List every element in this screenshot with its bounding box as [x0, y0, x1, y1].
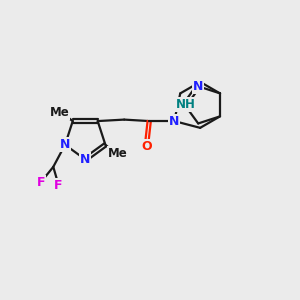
Text: F: F [54, 178, 63, 192]
Text: Me: Me [108, 147, 128, 160]
Text: N: N [80, 153, 90, 166]
Text: Me: Me [50, 106, 69, 119]
Text: F: F [37, 176, 45, 189]
Text: N: N [169, 115, 179, 128]
Text: O: O [142, 140, 152, 153]
Text: N: N [193, 80, 203, 93]
Text: N: N [60, 138, 70, 151]
Text: NH: NH [176, 98, 196, 111]
